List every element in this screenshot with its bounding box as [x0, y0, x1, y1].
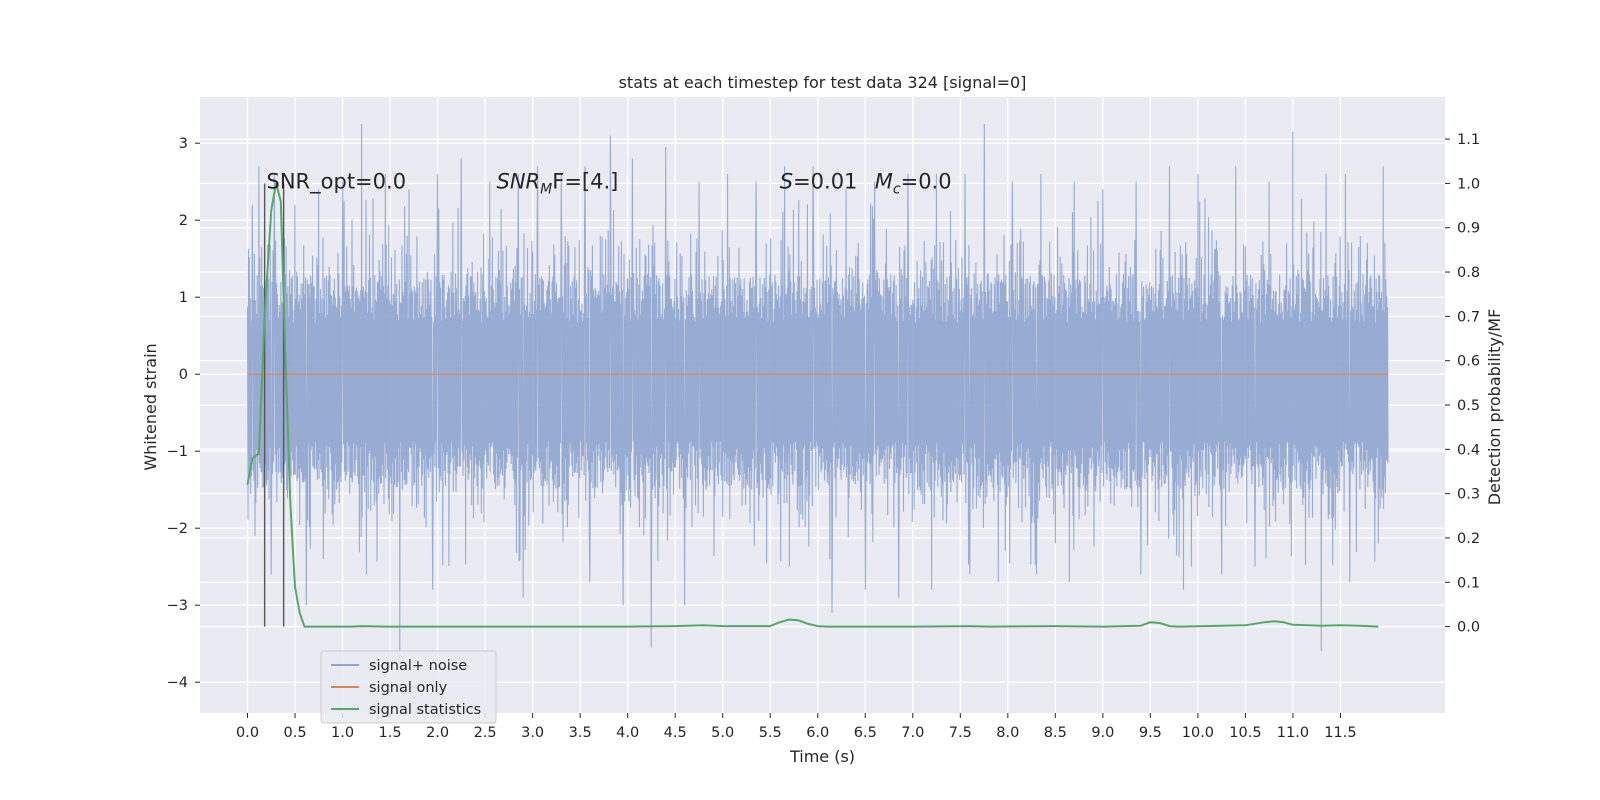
series-signal-statistics — [246, 183, 1379, 628]
x-tick-label: 4.0 — [616, 725, 639, 741]
legend-box — [320, 650, 497, 724]
x-tick-label: 4.5 — [664, 725, 687, 741]
x-tick-label: 9.5 — [1139, 725, 1162, 741]
y-tick-label: −4 — [167, 675, 188, 691]
x-tick-label: 5.5 — [759, 725, 782, 741]
x-tick-label: 3.0 — [521, 725, 544, 741]
x-tick-label: 2.0 — [426, 725, 449, 741]
x-tick-label: 7.5 — [949, 725, 972, 741]
y-right-axis-label: Detection probability/MF — [1485, 309, 1504, 506]
annotation-text: Mc=0.0 — [875, 170, 952, 198]
legend-label: signal statistics — [369, 702, 481, 718]
y-right-tick-label: 0.8 — [1457, 265, 1480, 281]
y-tick-label: 3 — [179, 136, 188, 152]
y-tick-label: 0 — [179, 367, 188, 383]
x-tick-label: 0.5 — [284, 725, 307, 741]
x-tick-label: 11.5 — [1324, 725, 1356, 741]
chart-title: stats at each timestep for test data 324… — [619, 73, 1027, 92]
y-right-tick-label: 0.5 — [1457, 398, 1480, 414]
x-tick-label: 1.0 — [331, 725, 354, 741]
series-signal-noise — [246, 123, 1389, 660]
x-axis-label: Time (s) — [789, 747, 855, 766]
x-tick-label: 10.5 — [1229, 725, 1261, 741]
x-tick-label: 9.0 — [1091, 725, 1114, 741]
x-tick-label: 2.5 — [474, 725, 497, 741]
x-tick-label: 5.0 — [711, 725, 734, 741]
y-right-tick-label: 0.4 — [1457, 442, 1480, 458]
y-right-tick-label: 0.2 — [1457, 531, 1480, 547]
x-tick-label: 8.0 — [996, 725, 1019, 741]
y-right-tick-label: 0.3 — [1457, 487, 1480, 503]
y-right-tick-label: 1.1 — [1457, 132, 1480, 148]
y-tick-label: 1 — [179, 290, 188, 306]
annotation-text: SNRMF=[4.] — [497, 170, 619, 198]
y-right-tick-label: 1.0 — [1457, 176, 1480, 192]
y-right-tick-label: 0.1 — [1457, 575, 1480, 591]
y-right-tick-label: 0.7 — [1457, 309, 1480, 325]
y-tick-label: 2 — [179, 213, 188, 229]
legend: signal+ noise signal only signal statistic… — [320, 650, 497, 724]
legend-label: signal+ noise — [369, 658, 467, 674]
x-tick-label: 7.0 — [901, 725, 924, 741]
x-tick-label: 10.0 — [1182, 725, 1214, 741]
annotation-text: SNR_opt=0.0 — [267, 170, 407, 195]
x-tick-label: 1.5 — [379, 725, 402, 741]
y-tick-label: −1 — [167, 444, 188, 460]
y-axis-label: Whitened strain — [141, 343, 160, 470]
x-tick-label: 6.5 — [854, 725, 877, 741]
y-right-tick-label: 0.0 — [1457, 620, 1480, 636]
annotation-text: S=0.01 — [780, 170, 858, 194]
legend-label: signal only — [369, 680, 448, 696]
y-tick-label: −3 — [167, 598, 188, 614]
y-right-tick-label: 0.6 — [1457, 354, 1480, 370]
x-tick-label: 0.0 — [236, 725, 259, 741]
x-tick-label: 11.0 — [1277, 725, 1309, 741]
x-tick-label: 3.5 — [569, 725, 592, 741]
y-right-tick-label: 0.9 — [1457, 221, 1480, 237]
x-tick-label: 8.5 — [1044, 725, 1067, 741]
x-tick-label: 6.0 — [806, 725, 829, 741]
y-tick-label: −2 — [167, 521, 188, 537]
